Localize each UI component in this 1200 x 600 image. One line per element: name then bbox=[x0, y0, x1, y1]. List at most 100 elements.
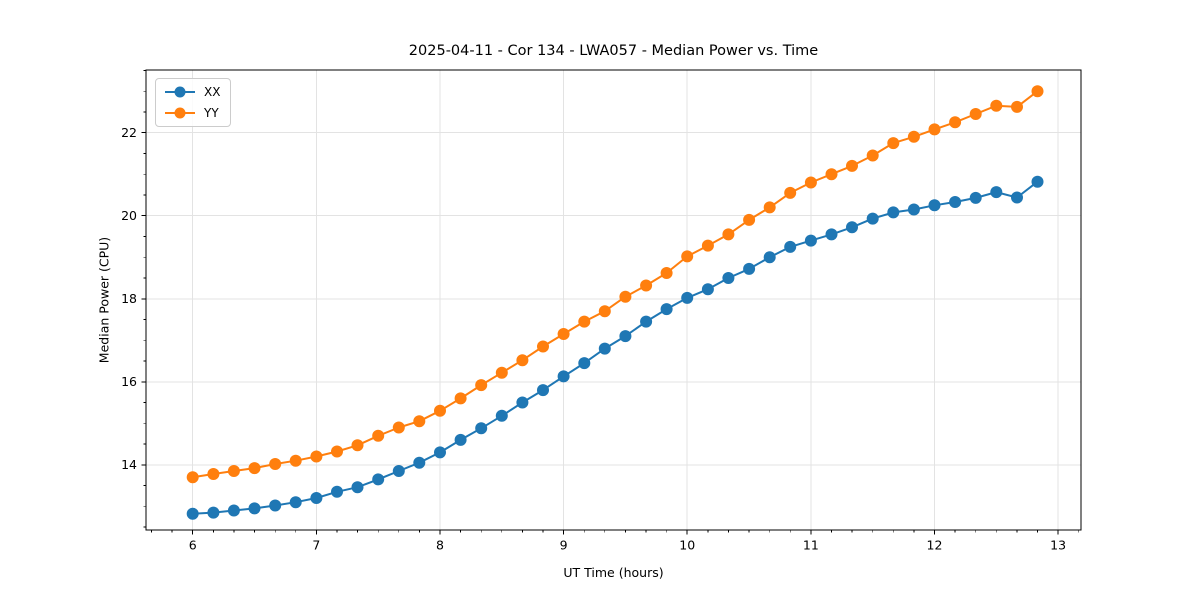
data-point-yy bbox=[846, 159, 858, 172]
data-point-yy bbox=[227, 465, 240, 477]
legend-entry-xx: XX bbox=[163, 84, 220, 100]
data-point-yy bbox=[372, 429, 385, 442]
data-point-xx bbox=[887, 206, 900, 219]
data-point-yy bbox=[1011, 100, 1023, 113]
data-point-xx bbox=[495, 409, 508, 422]
data-point-yy bbox=[969, 108, 982, 120]
x-tick-label: 11 bbox=[803, 538, 819, 553]
data-point-xx bbox=[248, 502, 261, 515]
data-point-xx bbox=[207, 506, 220, 519]
data-point-xx bbox=[804, 234, 817, 247]
legend-entry-yy: YY bbox=[163, 105, 220, 121]
data-point-yy bbox=[640, 279, 653, 292]
data-point-xx bbox=[1031, 175, 1044, 188]
y-tick-label: 20 bbox=[121, 208, 137, 223]
data-point-xx bbox=[660, 303, 673, 316]
x-tick-label: 10 bbox=[679, 538, 695, 553]
data-point-yy bbox=[784, 186, 797, 199]
data-point-xx bbox=[825, 228, 838, 241]
x-tick-label: 13 bbox=[1050, 538, 1066, 553]
legend-label: YY bbox=[204, 106, 219, 120]
data-point-yy bbox=[681, 250, 694, 263]
x-tick-label: 8 bbox=[436, 538, 444, 553]
legend-label: XX bbox=[204, 85, 221, 99]
data-point-xx bbox=[557, 370, 570, 383]
data-point-yy bbox=[598, 305, 611, 318]
data-point-xx bbox=[537, 384, 549, 397]
data-point-yy bbox=[207, 468, 220, 480]
data-point-yy bbox=[434, 404, 446, 417]
data-point-yy bbox=[186, 471, 199, 484]
data-point-yy bbox=[722, 228, 735, 241]
data-point-yy bbox=[516, 354, 529, 367]
x-tick-label: 7 bbox=[312, 538, 320, 553]
chart-title: 2025-04-11 - Cor 134 - LWA057 - Median P… bbox=[408, 43, 819, 59]
data-point-xx bbox=[619, 330, 632, 343]
data-point-yy bbox=[887, 137, 900, 150]
series-line-yy bbox=[192, 90, 1039, 479]
x-tick-label: 9 bbox=[560, 538, 568, 553]
data-point-xx bbox=[969, 191, 982, 204]
data-point-xx bbox=[413, 456, 426, 469]
data-point-yy bbox=[413, 415, 426, 428]
data-point-xx bbox=[743, 262, 756, 275]
data-point-yy bbox=[248, 462, 261, 475]
data-point-xx bbox=[392, 465, 405, 477]
data-point-xx bbox=[351, 481, 364, 494]
data-point-xx bbox=[454, 433, 467, 446]
data-point-xx bbox=[186, 507, 199, 520]
data-point-xx bbox=[866, 212, 879, 225]
data-point-xx bbox=[434, 446, 446, 459]
data-point-xx bbox=[681, 291, 694, 304]
data-point-yy bbox=[331, 445, 343, 458]
plot-border bbox=[145, 69, 1082, 531]
data-point-xx bbox=[763, 251, 776, 264]
data-point-yy bbox=[454, 392, 467, 405]
data-point-xx bbox=[331, 485, 343, 498]
data-point-xx bbox=[990, 186, 1003, 199]
data-point-yy bbox=[310, 450, 323, 463]
data-point-xx bbox=[907, 203, 920, 216]
data-point-yy bbox=[289, 454, 302, 467]
data-point-xx bbox=[722, 272, 735, 284]
data-point-xx bbox=[949, 196, 962, 208]
legend-line-marker-icon bbox=[165, 107, 195, 119]
legend: XX YY bbox=[155, 78, 232, 127]
data-point-yy bbox=[269, 458, 282, 470]
data-point-xx bbox=[578, 357, 591, 370]
y-tick-label: 14 bbox=[121, 457, 137, 472]
data-point-yy bbox=[804, 176, 817, 189]
data-point-yy bbox=[537, 340, 549, 353]
data-point-xx bbox=[598, 342, 611, 355]
x-tick-label: 12 bbox=[927, 538, 943, 553]
data-point-xx bbox=[289, 496, 302, 509]
x-tick-label: 6 bbox=[189, 538, 197, 553]
data-point-yy bbox=[578, 315, 591, 328]
data-point-yy bbox=[825, 168, 838, 181]
data-point-yy bbox=[990, 99, 1003, 112]
data-point-yy bbox=[619, 290, 632, 303]
data-point-yy bbox=[475, 379, 488, 392]
data-point-xx bbox=[846, 221, 858, 234]
data-point-yy bbox=[351, 439, 364, 452]
y-tick-label: 18 bbox=[121, 291, 137, 306]
data-point-yy bbox=[763, 201, 776, 214]
data-point-xx bbox=[269, 499, 282, 512]
y-axis-label: Median Power (CPU) bbox=[96, 236, 112, 364]
data-point-yy bbox=[660, 267, 673, 279]
data-point-xx bbox=[784, 240, 797, 253]
data-point-xx bbox=[310, 492, 323, 504]
x-axis-label: UT Time (hours) bbox=[563, 565, 664, 580]
data-point-yy bbox=[866, 149, 879, 162]
data-point-yy bbox=[557, 328, 570, 340]
data-point-yy bbox=[701, 239, 714, 252]
series-line-xx bbox=[192, 180, 1039, 515]
data-point-xx bbox=[640, 315, 653, 328]
data-point-xx bbox=[928, 199, 941, 212]
data-point-yy bbox=[907, 130, 920, 143]
data-point-yy bbox=[392, 421, 405, 434]
data-point-yy bbox=[949, 116, 962, 129]
data-point-xx bbox=[516, 396, 529, 409]
